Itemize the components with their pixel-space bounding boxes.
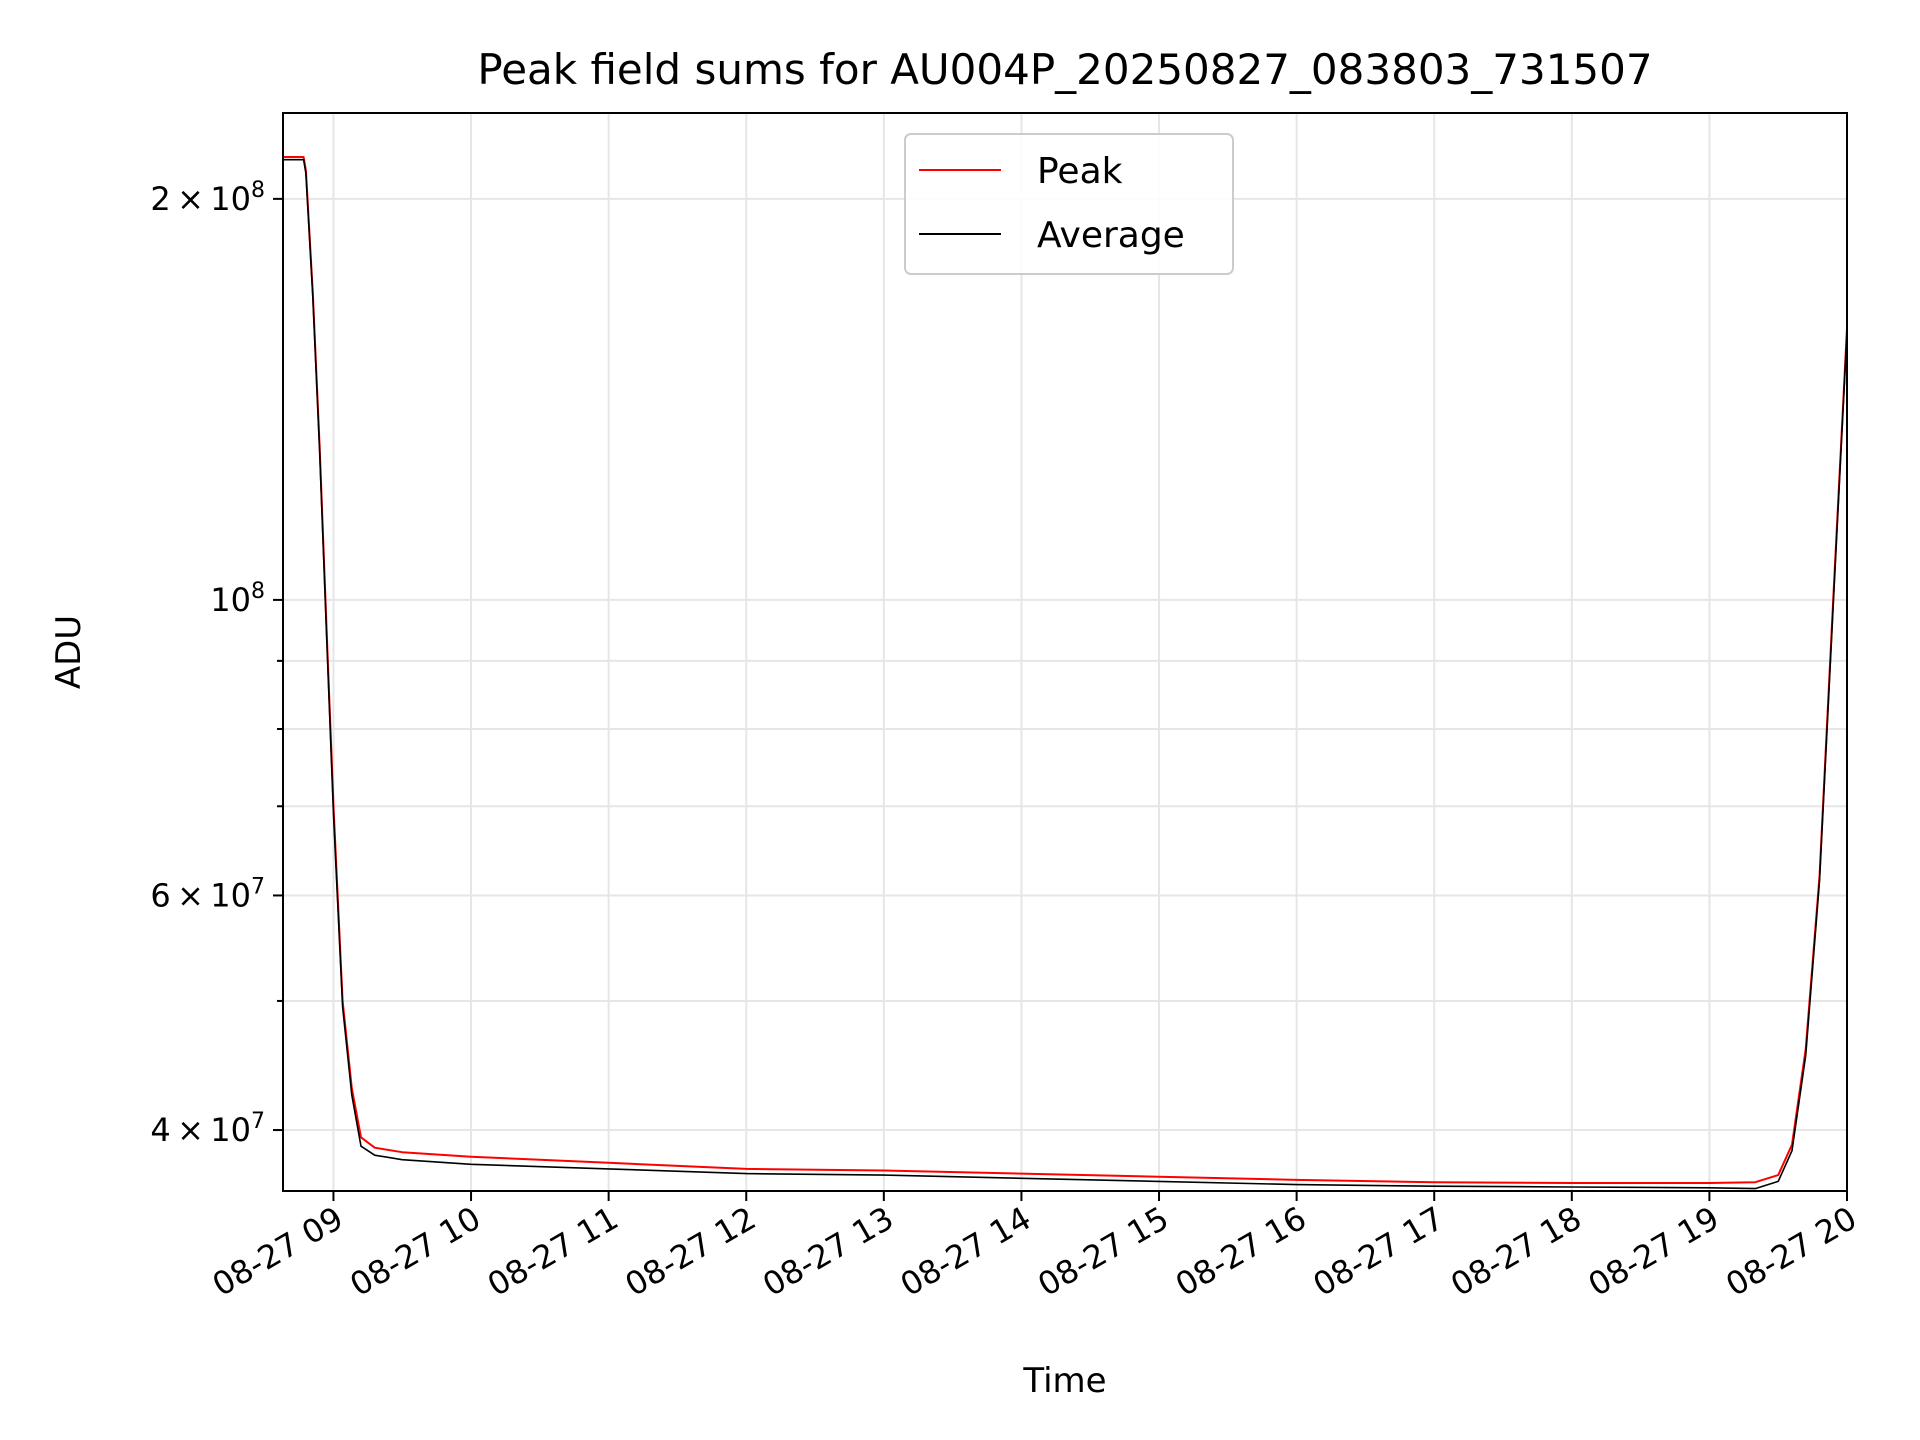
y-tick-label: 4 × 107 xyxy=(150,1109,265,1149)
y-tick-label: 2 × 108 xyxy=(150,178,265,218)
y-axis-label: ADU xyxy=(49,615,89,689)
legend: Peak Average xyxy=(904,133,1234,275)
y-tick-label: 6 × 107 xyxy=(150,874,265,914)
x-axis-label: Time xyxy=(1022,1361,1106,1401)
series-line-average xyxy=(283,158,1847,1190)
chart-title: Peak field sums for AU004P_20250827_0838… xyxy=(477,45,1652,94)
grid-lines xyxy=(283,113,1848,1191)
legend-label-peak: Peak xyxy=(1037,151,1123,192)
plot-frame xyxy=(282,112,1848,1192)
series-lines xyxy=(283,156,1847,1190)
legend-label-average: Average xyxy=(1037,215,1185,256)
